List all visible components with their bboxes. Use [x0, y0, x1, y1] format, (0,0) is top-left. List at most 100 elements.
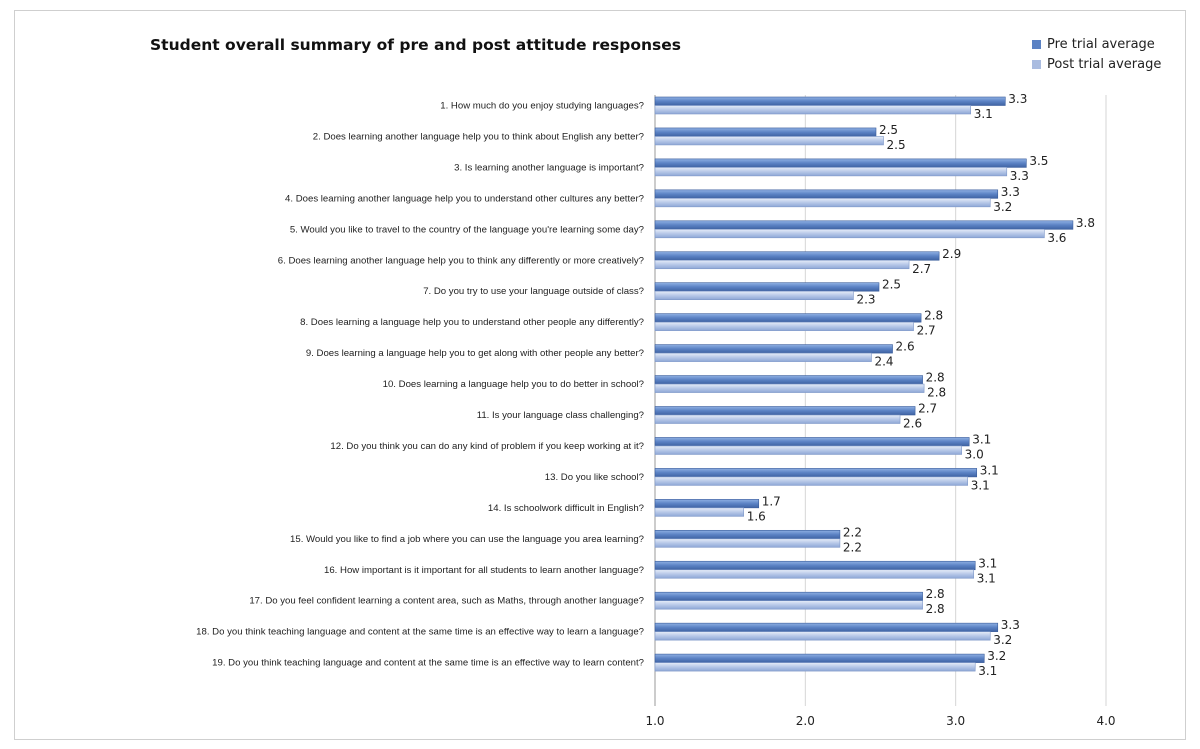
bar-post — [654, 321, 914, 331]
bar-pre — [654, 127, 877, 137]
bar-post — [654, 229, 1045, 239]
x-tick-label: 3.0 — [946, 714, 965, 728]
value-label-pre: 2.6 — [896, 340, 915, 354]
value-label-post: 3.3 — [1010, 169, 1029, 183]
value-label-post: 2.7 — [917, 324, 936, 338]
bar-post — [654, 352, 872, 362]
value-label-post: 3.2 — [993, 200, 1012, 214]
category-label: 1. How much do you enjoy studying langua… — [440, 101, 644, 112]
value-label-pre: 2.8 — [926, 587, 945, 601]
bar-pre — [654, 251, 940, 261]
category-label: 12. Do you think you can do any kind of … — [330, 441, 644, 452]
x-tick-label: 1.0 — [645, 714, 664, 728]
bar-post — [654, 569, 975, 579]
legend-swatch-pre — [1032, 39, 1041, 49]
bar-pre — [654, 499, 760, 509]
bar-pre — [654, 591, 923, 602]
value-label-post: 2.3 — [856, 293, 875, 307]
value-label-pre: 2.5 — [879, 123, 898, 137]
legend-swatch-post — [1032, 59, 1041, 69]
category-label: 2. Does learning another language help y… — [313, 131, 644, 142]
value-label-post: 3.1 — [978, 664, 997, 678]
legend-item-pre: Pre trial average — [1032, 34, 1161, 54]
value-label-post: 2.6 — [903, 417, 922, 431]
bar-pre — [654, 189, 999, 199]
bar-post — [654, 445, 962, 455]
bar-pre — [654, 622, 999, 632]
value-label-pre: 3.3 — [1001, 618, 1020, 632]
value-label-pre: 2.8 — [926, 371, 945, 385]
bar-post — [654, 538, 841, 548]
bar-pre — [654, 96, 1006, 106]
value-label-post: 3.1 — [977, 571, 996, 585]
value-label-pre: 3.3 — [1001, 185, 1020, 199]
chart-title: Student overall summary of pre and post … — [150, 36, 681, 54]
category-label: 8. Does learning a language help you to … — [300, 317, 644, 328]
bar-post — [654, 259, 910, 270]
value-label-pre: 2.9 — [942, 247, 961, 261]
bar-pre — [654, 344, 893, 354]
bar-pre — [654, 437, 970, 447]
category-label: 14. Is schoolwork difficult in English? — [488, 503, 644, 514]
category-label: 10. Does learning a language help you to… — [383, 379, 644, 390]
chart-legend: Pre trial average Post trial average — [1032, 34, 1161, 74]
value-label-pre: 3.3 — [1008, 92, 1027, 106]
value-label-post: 2.5 — [887, 138, 906, 152]
bar-post — [654, 631, 991, 641]
value-label-post: 2.8 — [926, 602, 945, 616]
value-label-pre: 3.1 — [978, 556, 997, 570]
category-label: 13. Do you like school? — [545, 472, 644, 483]
bar-pre — [654, 282, 880, 292]
value-label-post: 2.2 — [843, 540, 862, 554]
bar-post — [654, 414, 901, 424]
value-label-pre: 3.2 — [987, 649, 1006, 663]
value-label-pre: 3.5 — [1029, 154, 1048, 168]
value-label-pre: 3.1 — [972, 432, 991, 446]
category-label: 17. Do you feel confident learning a con… — [249, 596, 644, 607]
value-label-pre: 2.5 — [882, 278, 901, 292]
bar-pre — [654, 313, 922, 323]
value-label-pre: 2.8 — [924, 309, 943, 323]
category-label: 19. Do you think teaching language and c… — [212, 658, 644, 669]
value-label-post: 2.7 — [912, 262, 931, 276]
bar-pre — [654, 468, 978, 478]
bar-post — [654, 600, 923, 610]
value-label-post: 3.1 — [971, 478, 990, 492]
x-tick-label: 2.0 — [796, 714, 815, 728]
value-label-pre: 2.7 — [918, 402, 937, 416]
bar-pre — [654, 375, 923, 385]
bar-post — [654, 476, 968, 486]
value-label-post: 1.6 — [747, 509, 766, 523]
category-label: 11. Is your language class challenging? — [477, 410, 644, 421]
bar-post — [654, 136, 884, 146]
category-label: 9. Does learning a language help you to … — [306, 348, 644, 359]
category-label: 3. Is learning another language is impor… — [454, 162, 644, 173]
chart-frame — [14, 10, 1186, 740]
value-label-post: 2.8 — [927, 386, 946, 400]
bar-post — [654, 105, 972, 115]
value-label-post: 2.4 — [874, 355, 893, 369]
bar-pre — [654, 220, 1074, 230]
legend-item-post: Post trial average — [1032, 54, 1161, 74]
bar-pre — [654, 529, 841, 540]
value-label-pre: 3.1 — [980, 463, 999, 477]
legend-label-post: Post trial average — [1047, 56, 1162, 72]
value-label-pre: 2.2 — [843, 525, 862, 539]
category-label: 4. Does learning another language help y… — [285, 193, 644, 204]
legend-label-pre: Pre trial average — [1047, 36, 1155, 52]
bar-post — [654, 167, 1008, 177]
category-label: 5. Would you like to travel to the count… — [290, 224, 644, 235]
value-label-post: 3.1 — [974, 107, 993, 121]
bar-post — [654, 662, 976, 672]
category-label: 15. Would you like to find a job where y… — [290, 534, 644, 545]
bar-post — [654, 507, 744, 517]
bar-pre — [654, 406, 916, 416]
category-label: 6. Does learning another language help y… — [278, 255, 644, 266]
bar-post — [654, 290, 854, 301]
value-label-pre: 1.7 — [762, 494, 781, 508]
category-label: 16. How important is it important for al… — [324, 565, 644, 576]
value-label-post: 3.6 — [1047, 231, 1066, 245]
value-label-pre: 3.8 — [1076, 216, 1095, 230]
x-tick-label: 4.0 — [1096, 714, 1115, 728]
